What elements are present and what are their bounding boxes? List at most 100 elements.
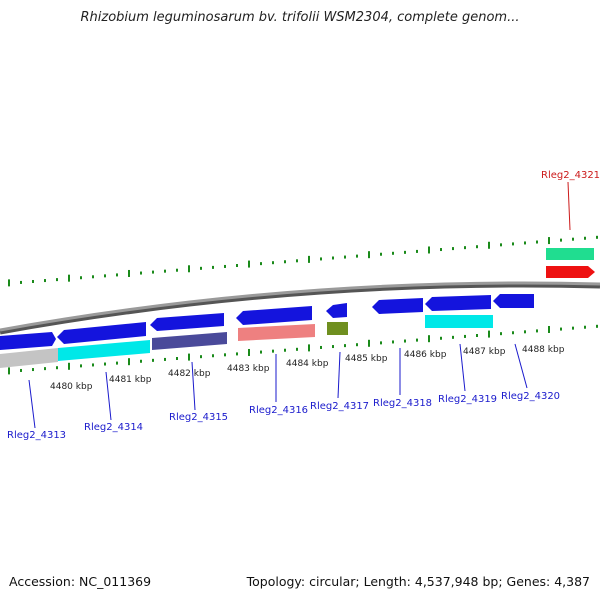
major-tick	[368, 251, 370, 259]
scale-label: 4485 kbp	[345, 354, 388, 364]
minor-tick	[536, 329, 538, 333]
minor-tick	[116, 273, 118, 277]
major-tick	[548, 325, 550, 333]
gene-label-rleg2-4315[interactable]: Rleg2_4315	[169, 412, 228, 423]
minor-tick	[236, 264, 238, 268]
minor-tick	[92, 275, 94, 279]
minor-tick	[104, 362, 106, 366]
topology-text: Topology: circular; Length: 4,537,948 bp…	[246, 574, 590, 589]
cds-feature[interactable]	[0, 332, 56, 350]
minor-tick	[260, 350, 262, 354]
minor-tick	[464, 246, 466, 250]
minor-tick	[152, 270, 154, 274]
forward-features	[0, 248, 595, 350]
gene-label-rleg2-4320[interactable]: Rleg2_4320	[501, 391, 560, 402]
gene-feature-rleg2-4321[interactable]	[546, 248, 594, 260]
minor-tick	[572, 326, 574, 330]
major-tick	[248, 260, 250, 268]
minor-tick	[200, 266, 202, 270]
major-tick	[488, 330, 490, 338]
minor-tick	[524, 330, 526, 334]
cds-feature[interactable]	[150, 313, 224, 331]
outer-tick-row	[8, 235, 598, 287]
major-tick	[68, 362, 70, 370]
gene-leader-line	[514, 343, 528, 389]
minor-tick	[404, 339, 406, 343]
minor-tick	[584, 236, 586, 240]
gene-labels: Rleg2_4313 Rleg2_4314 Rleg2_4315 Rleg2_4316…	[7, 170, 600, 441]
gene-label-rleg2-4316[interactable]: Rleg2_4316	[249, 405, 308, 416]
minor-tick	[572, 237, 574, 241]
cds-feature[interactable]	[425, 295, 491, 311]
minor-tick	[356, 343, 358, 347]
gene-leader-line	[105, 371, 112, 421]
scale-label: 4486 kbp	[404, 350, 447, 360]
minor-tick	[440, 248, 442, 252]
gene-feature[interactable]	[238, 324, 315, 341]
minor-tick	[32, 368, 34, 372]
minor-tick	[584, 325, 586, 329]
scale-label: 4480 kbp	[50, 382, 93, 392]
cds-feature-rleg2-4321[interactable]	[546, 266, 595, 278]
minor-tick	[392, 251, 394, 255]
minor-tick	[416, 249, 418, 253]
minor-tick	[392, 340, 394, 344]
major-tick	[8, 367, 10, 375]
gene-feature[interactable]	[425, 315, 493, 328]
gene-label-rleg2-4317[interactable]: Rleg2_4317	[310, 401, 369, 412]
minor-tick	[212, 354, 214, 358]
gene-feature[interactable]	[152, 332, 227, 350]
major-tick	[68, 274, 70, 282]
minor-tick	[416, 338, 418, 342]
major-tick	[428, 246, 430, 254]
gene-feature[interactable]	[0, 348, 58, 368]
minor-tick	[284, 260, 286, 264]
cds-feature[interactable]	[326, 303, 347, 318]
minor-tick	[380, 341, 382, 345]
cds-feature[interactable]	[236, 306, 312, 325]
minor-tick	[332, 345, 334, 349]
minor-tick	[260, 262, 262, 266]
major-tick	[8, 279, 10, 287]
gene-label-rleg2-4321[interactable]: Rleg2_4321	[541, 170, 600, 181]
backbone-shadow	[0, 282, 600, 335]
gene-features	[0, 315, 493, 368]
minor-tick	[536, 240, 538, 244]
gene-feature[interactable]	[58, 340, 150, 361]
minor-tick	[20, 280, 22, 284]
gene-feature[interactable]	[327, 322, 348, 335]
minor-tick	[44, 367, 46, 371]
minor-tick	[344, 255, 346, 259]
scale-label: 4483 kbp	[227, 364, 270, 374]
minor-tick	[512, 331, 514, 335]
cds-feature[interactable]	[493, 294, 534, 308]
gene-label-rleg2-4318[interactable]: Rleg2_4318	[373, 398, 432, 409]
minor-tick	[380, 252, 382, 256]
inner-tick-row	[8, 324, 598, 375]
minor-tick	[200, 355, 202, 359]
scale-label: 4488 kbp	[522, 345, 565, 355]
gene-label-rleg2-4313[interactable]: Rleg2_4313	[7, 430, 66, 441]
minor-tick	[116, 361, 118, 365]
gene-label-rleg2-4319[interactable]: Rleg2_4319	[438, 394, 497, 405]
scale-label: 4484 kbp	[286, 359, 329, 369]
minor-tick	[272, 261, 274, 265]
minor-tick	[20, 368, 22, 372]
minor-tick	[560, 327, 562, 331]
cds-feature[interactable]	[372, 298, 423, 314]
minor-tick	[224, 353, 226, 357]
minor-tick	[224, 264, 226, 268]
minor-tick	[320, 257, 322, 261]
minor-tick	[56, 278, 58, 282]
scale-label: 4482 kbp	[168, 369, 211, 379]
minor-tick	[500, 243, 502, 247]
cds-feature[interactable]	[57, 322, 146, 344]
minor-tick	[56, 366, 58, 370]
accession-text: Accession: NC_011369	[9, 574, 152, 589]
minor-tick	[452, 247, 454, 251]
gene-label-rleg2-4314[interactable]: Rleg2_4314	[84, 422, 143, 433]
minor-tick	[80, 364, 82, 368]
major-tick	[428, 335, 430, 343]
minor-tick	[164, 269, 166, 273]
